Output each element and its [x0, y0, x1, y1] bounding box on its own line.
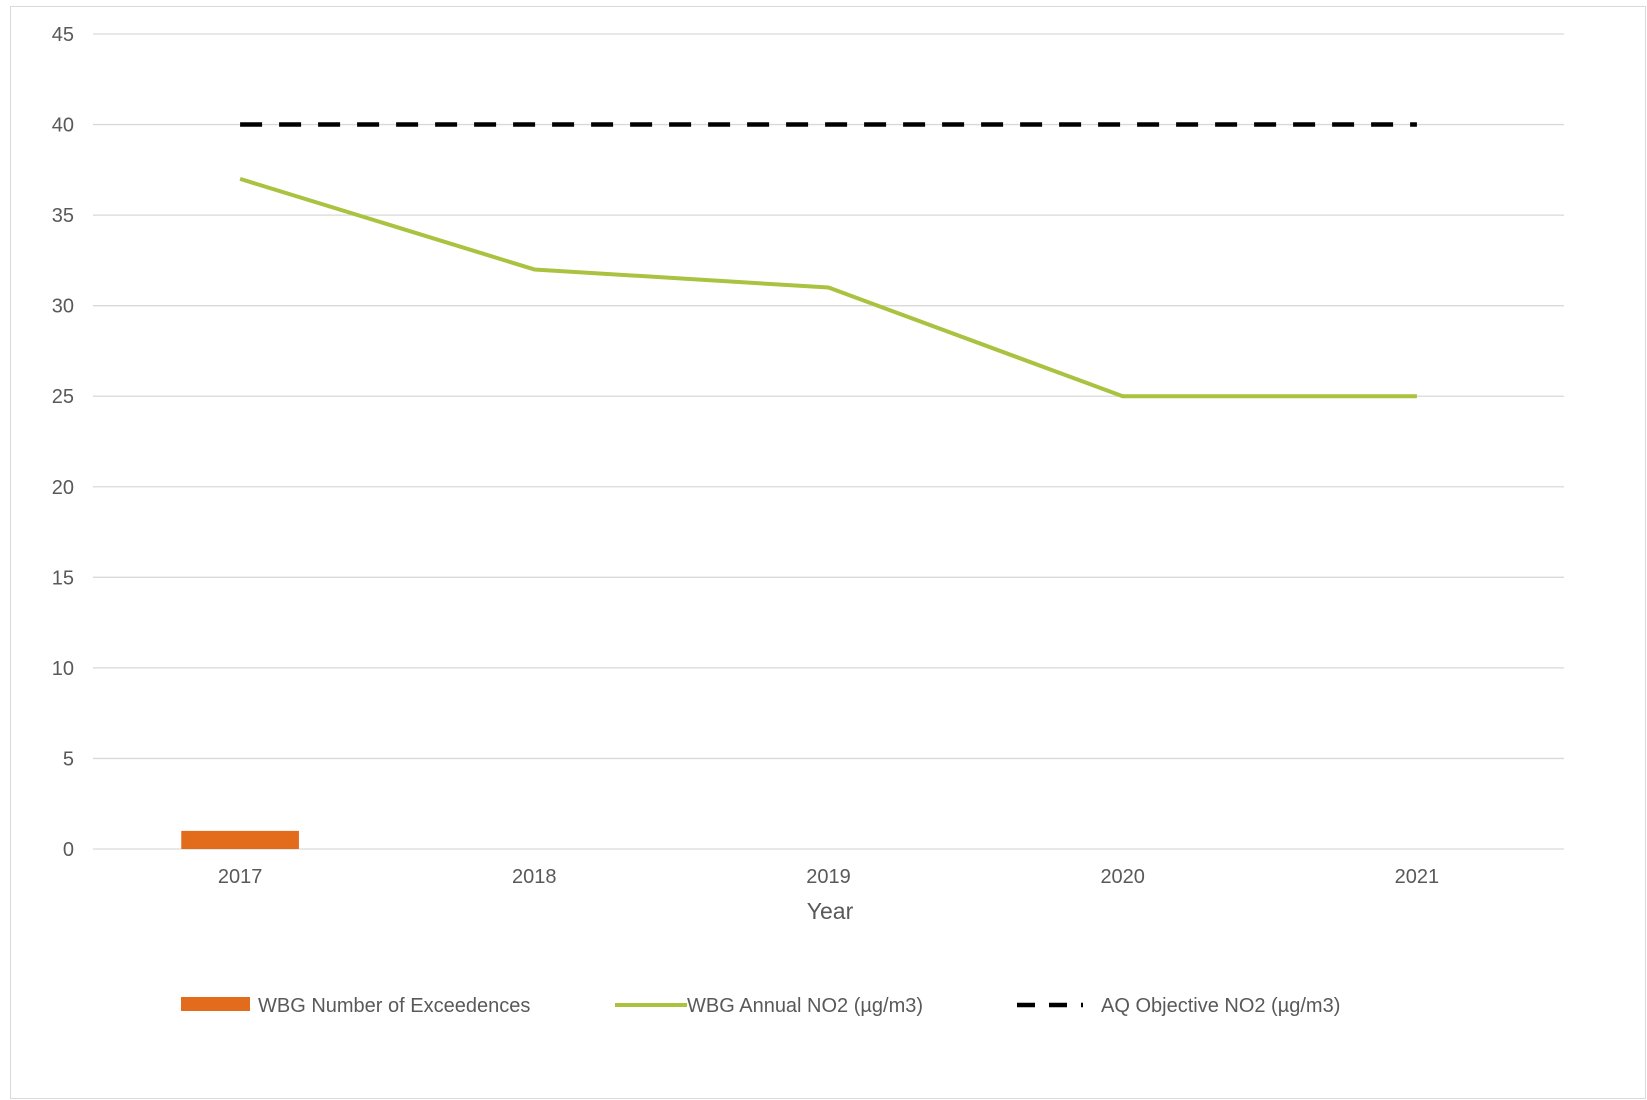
bar	[181, 830, 299, 849]
y-axis-ticks: 0 5 10 15 20 25 30 35 40 45	[52, 24, 74, 861]
y-tick-label: 35	[52, 205, 74, 227]
chart-frame	[10, 6, 1646, 1099]
legend-label: AQ Objective NO2 (µg/m3)	[1101, 995, 1340, 1017]
bar-series	[181, 830, 299, 849]
legend-label: WBG Annual NO2 (µg/m3)	[687, 995, 923, 1017]
y-tick-label: 45	[52, 24, 74, 46]
gridlines	[93, 33, 1564, 850]
y-tick-label: 20	[52, 477, 74, 499]
y-tick-label: 15	[52, 567, 74, 589]
x-tick-label: 2017	[218, 866, 263, 888]
x-axis-ticks: 2017 2018 2019 2020 2021	[218, 866, 1439, 888]
legend-label: WBG Number of Exceedences	[258, 995, 530, 1017]
y-tick-label: 0	[63, 839, 74, 861]
x-axis-title: Year	[807, 898, 854, 924]
x-tick-label: 2018	[512, 866, 557, 888]
x-tick-label: 2020	[1100, 866, 1145, 888]
y-tick-label: 30	[52, 296, 74, 318]
series-line	[239, 176, 1417, 399]
y-tick-label: 10	[52, 658, 74, 680]
x-tick-label: 2021	[1395, 866, 1440, 888]
y-tick-label: 40	[52, 115, 74, 137]
legend: WBG Number of Exceedences WBG Annual NO2 …	[181, 995, 1340, 1017]
y-tick-label: 5	[63, 748, 74, 770]
x-tick-label: 2019	[806, 866, 851, 888]
line-series	[239, 122, 1417, 399]
y-tick-label: 25	[52, 386, 74, 408]
legend-swatch-bar	[181, 997, 250, 1011]
